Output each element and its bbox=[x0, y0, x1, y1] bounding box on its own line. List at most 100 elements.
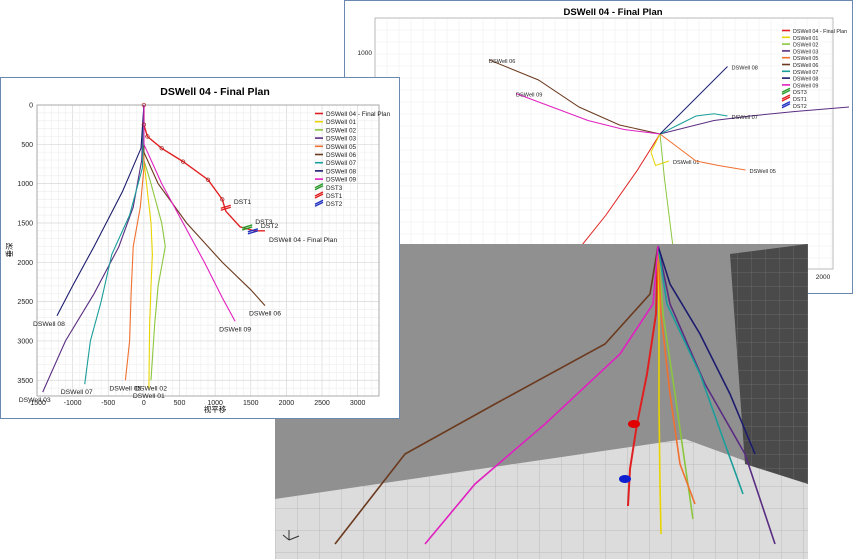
section-survey-marker bbox=[220, 197, 225, 202]
section-target-label-dst2: DST2 bbox=[261, 223, 279, 230]
plan-plot-frame bbox=[374, 17, 834, 270]
plan-legend-label-dswell-09: DSWell 09 bbox=[793, 83, 818, 89]
section-series-dswell-05 bbox=[124, 105, 145, 381]
section-x-axis-label: 视平移 bbox=[204, 404, 227, 414]
plan-legend-label-dswell-03: DSWell 03 bbox=[793, 49, 818, 55]
section-legend-swatch-dst2 bbox=[314, 199, 324, 207]
section-y-axis-label: 垂深 bbox=[4, 242, 14, 257]
plan-legend-label-dswell-06: DSWell 06 bbox=[793, 63, 818, 69]
section-survey-marker bbox=[180, 159, 186, 164]
plan-legend-label-dswell-08: DSWell 08 bbox=[793, 77, 818, 83]
plan-series-label-dswell-05: DSWell 05 bbox=[750, 169, 776, 175]
section-series-dswell-08 bbox=[56, 104, 145, 317]
plan-grid bbox=[374, 17, 833, 269]
section-survey-marker bbox=[159, 146, 164, 151]
section-legend-label-dswell-06: DSWell 06 bbox=[326, 152, 357, 159]
section-series-label-dswell-03: DSWell 03 bbox=[19, 397, 51, 404]
plan-series-label-dswell-08: DSWell 08 bbox=[732, 66, 758, 72]
3d-well-dswell-07 bbox=[657, 245, 744, 495]
plan-legend-swatch-dst3 bbox=[781, 87, 791, 95]
section-target-dst1 bbox=[220, 204, 232, 211]
section-y-tick-label: 3000 bbox=[17, 338, 33, 345]
plan-series-label-dswell-07: DSWell 07 bbox=[732, 115, 758, 121]
section-x-tick-label: -1500 bbox=[28, 400, 46, 407]
section-legend-swatch-dst3 bbox=[314, 183, 324, 191]
plan-series-label-dswell-01: DSWell 01 bbox=[673, 160, 699, 166]
section-series-dswell-04-final-plan bbox=[143, 105, 265, 232]
plan-legend-label-dswell-04-final-plan: DSWell 04 - Final Plan bbox=[793, 29, 847, 35]
section-plot-frame bbox=[36, 104, 380, 397]
section-series-dswell-02 bbox=[143, 105, 166, 381]
3d-target-dst2 bbox=[619, 475, 631, 483]
plan-series-label-dswell-09: DSWell 09 bbox=[516, 93, 542, 99]
section-series-label-dswell-09: DSWell 09 bbox=[219, 326, 251, 333]
plan-legend-label-dswell-05: DSWell 05 bbox=[793, 56, 818, 62]
section-x-tick-label: 0 bbox=[142, 400, 146, 407]
section-target-label-dst3: DST3 bbox=[255, 219, 273, 226]
section-x-tick-label: 2500 bbox=[314, 400, 330, 407]
section-series-label-dswell-05: DSWell 05 bbox=[109, 385, 141, 392]
section-legend-label-dswell-05: DSWell 05 bbox=[326, 144, 357, 151]
3d-well-dswell-09 bbox=[424, 245, 659, 545]
3d-well-dswell-03 bbox=[657, 245, 776, 545]
section-series-label-dswell-08: DSWell 08 bbox=[33, 321, 65, 328]
section-y-tick-label: 0 bbox=[29, 103, 33, 110]
3d-well-dswell-01 bbox=[657, 245, 662, 535]
section-target-label-dst1: DST1 bbox=[234, 199, 252, 206]
section-series-label-dswell-01: DSWell 01 bbox=[133, 393, 165, 400]
section-legend-label-dswell-03: DSWell 03 bbox=[326, 136, 357, 143]
plan-y-tick-label: 1000 bbox=[358, 50, 373, 57]
section-survey-marker bbox=[141, 122, 147, 127]
section-series-dswell-03 bbox=[42, 104, 145, 393]
plan-series-dswell-01 bbox=[650, 133, 670, 167]
plan-series-dswell-05 bbox=[659, 133, 746, 171]
section-x-tick-label: 500 bbox=[174, 400, 186, 407]
section-survey-marker bbox=[205, 177, 211, 182]
section-y-tick-label: 500 bbox=[21, 142, 33, 149]
section-legend-label-dswell-02: DSWell 02 bbox=[326, 127, 357, 134]
section-y-tick-label: 3500 bbox=[17, 378, 33, 385]
section-x-tick-label: 2000 bbox=[279, 400, 295, 407]
section-y-tick-label: 2000 bbox=[17, 260, 33, 267]
section-x-tick-label: -500 bbox=[101, 400, 115, 407]
section-series-label-dswell-02: DSWell 02 bbox=[135, 385, 167, 392]
section-series-dswell-09 bbox=[143, 105, 236, 322]
section-legend-label-dst3: DST3 bbox=[326, 185, 343, 192]
section-legend-label-dswell-01: DSWell 01 bbox=[326, 119, 357, 126]
section-target-dst2 bbox=[247, 228, 259, 235]
vertical-section-chart: DSWell 04 - Final Plan -1500 -1000 -500 0 50… bbox=[4, 86, 391, 414]
3d-well-dswell-04-final-plan bbox=[627, 245, 659, 507]
plan-legend-label-dst3: DST3 bbox=[793, 90, 807, 96]
3d-well-dswell-05 bbox=[657, 245, 696, 505]
plan-series-label-dswell-06: DSWell 06 bbox=[489, 59, 515, 65]
plan-series-dswell-06 bbox=[488, 59, 661, 135]
section-series-dswell-07 bbox=[84, 104, 145, 385]
section-series-dswell-06 bbox=[143, 105, 266, 306]
plan-legend-swatch-dst2 bbox=[781, 101, 791, 109]
plan-legend-label-dswell-02: DSWell 02 bbox=[793, 43, 818, 49]
plan-x-tick-label: 2000 bbox=[816, 274, 831, 281]
section-legend-label-dst1: DST1 bbox=[326, 193, 343, 200]
3d-well-dswell-06 bbox=[334, 245, 659, 545]
plan-series-dswell-08 bbox=[659, 66, 728, 135]
section-axis: -1500 -1000 -500 0 500 1000 1500 2000 2500 3000 0 5… bbox=[17, 103, 380, 407]
3d-well-dswell-08 bbox=[657, 245, 756, 455]
section-x-tick-label: 1500 bbox=[243, 400, 259, 407]
section-series-dswell-01 bbox=[143, 105, 153, 389]
section-series-label-dswell-06: DSWell 06 bbox=[249, 311, 281, 318]
section-chart-title: DSWell 04 - Final Plan bbox=[160, 86, 270, 98]
plan-series-dswell-03 bbox=[659, 106, 850, 135]
section-y-tick-label: 2500 bbox=[17, 299, 33, 306]
section-legend-label-dswell-07: DSWell 07 bbox=[326, 160, 357, 167]
3d-floor-grid bbox=[275, 439, 808, 559]
axis-triad-icon bbox=[282, 530, 300, 541]
plan-legend-swatch-dst1 bbox=[781, 94, 791, 102]
section-y-tick-label: 1500 bbox=[17, 220, 33, 227]
section-legend-label-dswell-09: DSWell 09 bbox=[326, 177, 357, 184]
plan-legend-label-dswell-01: DSWell 01 bbox=[793, 36, 818, 42]
vertical-section-window[interactable]: DSWell 04 - Final Plan -1500 -1000 -500 0 50… bbox=[0, 77, 400, 419]
